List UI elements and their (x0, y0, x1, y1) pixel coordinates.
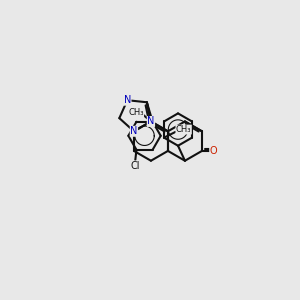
Text: N: N (147, 116, 155, 127)
Text: N: N (124, 95, 131, 105)
Text: CH₃: CH₃ (176, 125, 191, 134)
Text: CH₃: CH₃ (128, 108, 144, 117)
Text: N: N (130, 126, 138, 136)
Text: Cl: Cl (130, 161, 140, 171)
Text: O: O (210, 146, 217, 156)
